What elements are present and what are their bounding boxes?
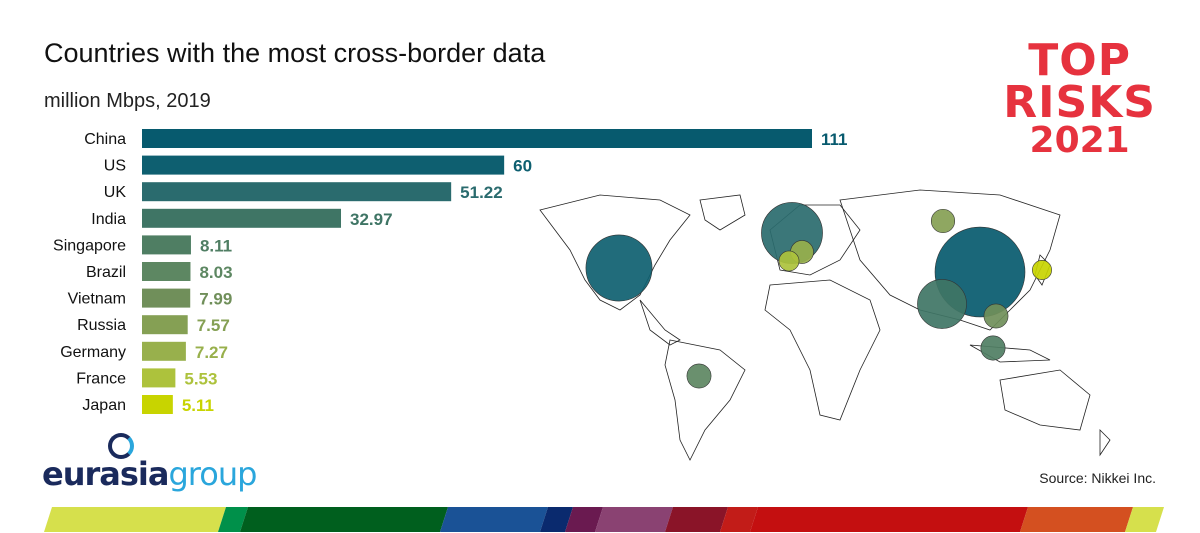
bar-russia	[142, 315, 188, 335]
bar-china	[142, 129, 812, 148]
category-label: US	[104, 158, 126, 175]
world-map	[539, 189, 1111, 461]
value-label: 32.97	[350, 210, 393, 229]
value-label: 8.11	[200, 236, 232, 255]
value-label: 7.57	[197, 316, 230, 335]
south-america-outline	[664, 339, 746, 461]
bubble-japan	[1032, 260, 1052, 280]
bubble-us	[585, 234, 653, 302]
chart-title: Countries with the most cross-border dat…	[44, 38, 546, 68]
logo-line-3: 2021	[1029, 119, 1130, 161]
eurasia-group-logo-mark	[108, 433, 134, 459]
logo-line-2: RISKS	[1003, 76, 1156, 128]
bar-uk	[142, 182, 452, 202]
value-label: 51.22	[460, 183, 503, 202]
bar-india	[142, 208, 342, 228]
value-label: 7.27	[195, 343, 228, 362]
top-risks-logo: TOP RISKS 2021	[1003, 35, 1156, 161]
bubble-brazil	[686, 363, 712, 389]
value-label: 111	[821, 130, 848, 149]
new-zealand-outline	[1099, 429, 1111, 457]
bar-singapore	[142, 235, 191, 255]
bar-vietnam	[142, 288, 191, 308]
logo-text-b: group	[168, 455, 257, 493]
category-label: India	[91, 211, 126, 228]
value-label: 5.11	[182, 396, 214, 415]
bar-france	[142, 368, 176, 388]
source-note: Source: Nikkei Inc.	[1039, 470, 1156, 486]
category-label: Vietnam	[68, 291, 126, 308]
category-label: Russia	[77, 317, 126, 334]
bar-us	[142, 155, 505, 175]
asia-outline	[839, 189, 1061, 331]
bar-japan	[142, 395, 173, 414]
value-label: 7.99	[199, 290, 232, 309]
australia-outline	[999, 369, 1091, 431]
value-label: 5.53	[184, 369, 217, 388]
category-label: Brazil	[86, 264, 126, 281]
category-label: France	[76, 370, 126, 387]
bar-brazil	[142, 262, 191, 281]
europe-outline	[769, 204, 861, 276]
bubble-russia	[930, 208, 956, 234]
category-label: Japan	[82, 397, 126, 414]
category-label: China	[84, 131, 126, 148]
eurasia-group-logo: eurasiagroup	[42, 455, 257, 493]
africa-outline	[764, 279, 881, 421]
chart-subtitle: million Mbps, 2019	[44, 90, 211, 112]
bubble-france	[778, 250, 800, 272]
bubble-india	[917, 279, 967, 329]
bar-germany	[142, 341, 186, 361]
bubble-vietnam	[983, 303, 1009, 329]
logo-text-a: eurasia	[42, 455, 169, 493]
logo-line-1: TOP	[1028, 35, 1131, 86]
value-label: 60	[513, 157, 532, 176]
north-america-outline	[539, 194, 691, 311]
category-label: UK	[104, 184, 127, 201]
value-label: 8.03	[199, 263, 232, 282]
greenland-outline	[699, 194, 746, 231]
category-label: Singapore	[53, 237, 126, 254]
bubble-singapore	[980, 335, 1006, 361]
central-america-outline	[639, 299, 681, 346]
category-label: Germany	[60, 344, 126, 361]
